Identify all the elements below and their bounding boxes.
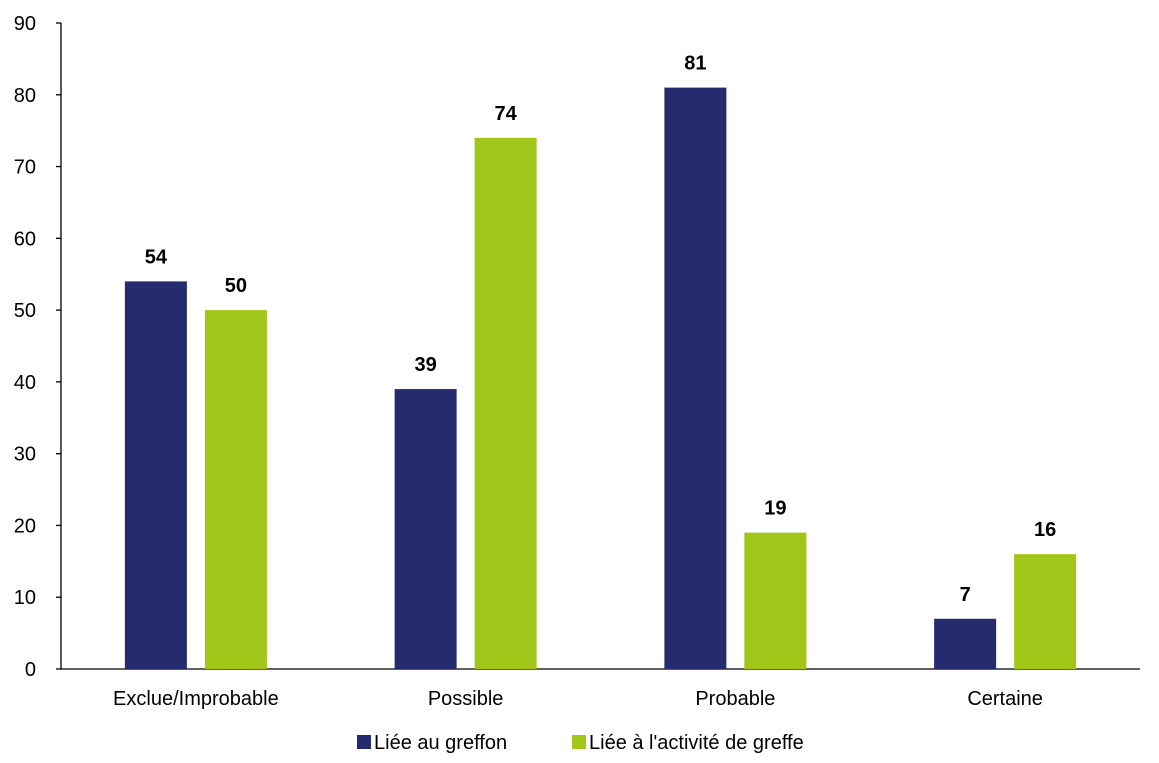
y-tick-label: 0: [25, 659, 36, 681]
x-category-label: Possible: [428, 688, 504, 710]
legend-swatch: [357, 735, 371, 749]
data-labels: 54 50 39 74 81 19 7 16: [145, 53, 1057, 606]
x-category-label: Probable: [695, 688, 775, 710]
legend: Liée au greffon Liée à l'activité de gref…: [357, 732, 804, 754]
y-tick-label: 20: [14, 515, 36, 537]
data-label: 54: [145, 246, 168, 268]
data-label: 19: [764, 498, 786, 520]
y-tick-label: 60: [14, 228, 36, 250]
data-label: 39: [415, 354, 437, 376]
bar-activite-2: [474, 137, 537, 669]
bar-greffon-4: [934, 618, 997, 669]
data-label: 7: [960, 584, 971, 606]
bars: [124, 87, 1077, 670]
y-tick-label: 40: [14, 372, 36, 394]
y-tick-label: 90: [14, 13, 36, 35]
y-tick-label: 30: [14, 444, 36, 466]
bar-greffon-2: [394, 389, 457, 669]
y-tick-label: 50: [14, 300, 36, 322]
bar-activite-4: [1014, 554, 1077, 669]
y-tick-label: 80: [14, 85, 36, 107]
axes: 0 10 20 30 40 50 60 70 80 90 Exclue/Improbable Poss…: [14, 13, 1140, 710]
legend-label: Liée à l'activité de greffe: [589, 732, 804, 754]
bar-activite-3: [744, 532, 807, 669]
bar-activite-1: [204, 310, 267, 669]
bar-greffon-3: [664, 87, 727, 670]
bar-greffon-1: [124, 281, 187, 669]
legend-swatch: [572, 735, 586, 749]
data-label: 74: [495, 103, 518, 125]
data-label: 16: [1034, 519, 1056, 541]
x-category-label: Certaine: [967, 688, 1043, 710]
data-label: 81: [684, 53, 706, 75]
x-category-label: Exclue/Improbable: [113, 688, 279, 710]
legend-label: Liée au greffon: [374, 732, 507, 754]
y-tick-label: 70: [14, 157, 36, 179]
data-label: 50: [225, 275, 247, 297]
y-tick-label: 10: [14, 587, 36, 609]
